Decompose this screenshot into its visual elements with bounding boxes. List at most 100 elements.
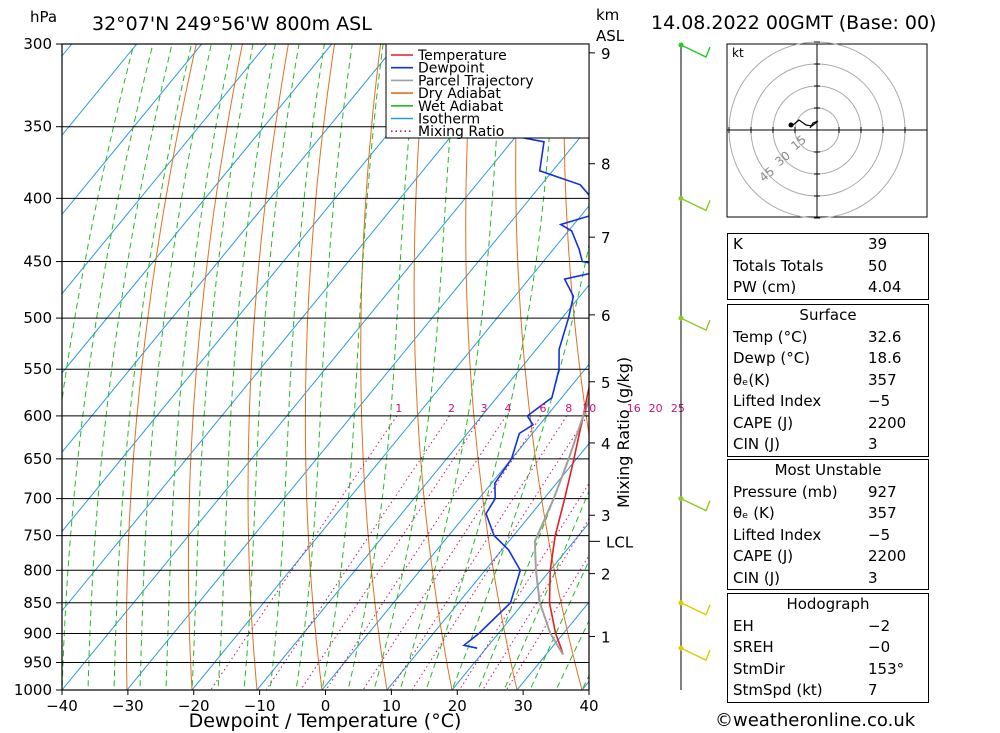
pressure-tick-label: 750 [23, 527, 52, 545]
mixing-ratio-line [210, 415, 398, 690]
isotherm-line [62, 44, 268, 295]
mixing-ratio-label: 2 [448, 402, 455, 415]
x-tick-label: 10 [382, 697, 401, 715]
wet-adiabat-line [87, 44, 173, 690]
mixing-ratio-label: 6 [540, 402, 547, 415]
legend-entry: Wet Adiabat [418, 99, 504, 115]
isotherm-line [62, 44, 138, 136]
wet-adiabat-line [217, 44, 276, 690]
surface-cin-label: CIN (J) [733, 435, 781, 453]
mixing-ratio-line [300, 415, 483, 690]
dry-adiabat-line [360, 44, 388, 690]
most-unstable-table: Most Unstable Pressure (mb) 927 θₑ (K) 357… [727, 459, 929, 590]
x-tick-label: −10 [244, 697, 276, 715]
km-tick-label: 1 [601, 628, 611, 646]
mixing-ratio-label: 16 [627, 402, 641, 415]
wind-profile [678, 42, 711, 690]
wet-adiabat-line [347, 44, 419, 690]
isotherm-line [451, 522, 589, 690]
wind-barb [680, 44, 711, 58]
wet-adiabat-line [62, 44, 135, 404]
wind-barb [680, 197, 711, 212]
wet-adiabat-line [321, 44, 384, 690]
pressure-tick-label: 300 [23, 35, 52, 53]
isotherm-line [62, 44, 203, 216]
surface-cape-label: CAPE (J) [733, 413, 794, 432]
wet-adiabat-line [373, 44, 458, 690]
indices-table: K 39 Totals Totals 50 PW (cm) 4.04 [727, 233, 929, 300]
isotherm-line [0, 44, 7, 690]
wet-adiabat-line [165, 44, 233, 690]
wet-adiabat-line [503, 489, 589, 690]
pressure-tick-label: 950 [23, 653, 52, 671]
surface-li-label: Lifted Index [733, 392, 822, 410]
dry-adiabat-line [125, 44, 197, 690]
mu-pressure-label: Pressure (mb) [733, 482, 838, 501]
dry-adiabat-line [304, 44, 336, 690]
km-tick-label: 5 [601, 374, 611, 392]
surface-li-value: −5 [868, 392, 891, 410]
wet-adiabat-line [243, 44, 300, 690]
isotherm-line [321, 363, 589, 690]
surface-temp-value: 32.6 [868, 327, 902, 346]
mu-thetae-label: θₑ (K) [733, 504, 775, 522]
x-tick-label: 40 [579, 697, 598, 715]
most-unstable-title: Most Unstable [774, 461, 882, 479]
pressure-tick-label: 400 [23, 189, 52, 207]
temperature-trace [548, 383, 589, 655]
hodograph-trace [792, 119, 819, 129]
surface-dewp-label: Dewp (°C) [733, 349, 811, 367]
surface-table: Surface Temp (°C) 32.6 Dewp (°C) 18.6 θₑ(K… [727, 304, 929, 457]
mixing-ratio-line [265, 415, 450, 690]
stmspd-value: 7 [868, 681, 878, 699]
km-tick-label: 6 [601, 307, 611, 325]
km-unit-label: km [596, 6, 619, 24]
mu-pressure-value: 927 [868, 482, 897, 501]
datetime-title: 14.08.2022 00GMT (Base: 00) [651, 12, 936, 34]
credit-footer: ©weatheronline.co.uk [715, 710, 916, 731]
hodograph-title: Hodograph [786, 595, 870, 613]
tt-label: Totals Totals [733, 256, 824, 275]
dewpoint-trace [462, 44, 589, 649]
wind-barb [680, 497, 711, 512]
pw-value: 4.04 [868, 278, 902, 296]
eh-value: −2 [868, 616, 891, 635]
pressure-tick-label: 700 [23, 490, 52, 508]
x-tick-label: 0 [321, 697, 331, 715]
isotherm-line [62, 44, 528, 612]
stmdir-label: StmDir [733, 659, 785, 678]
pressure-tick-label: 500 [23, 309, 52, 327]
surface-dewp-value: 18.6 [868, 349, 902, 367]
mu-cape-label: CAPE (J) [733, 547, 794, 565]
asl-label: ASL [596, 27, 625, 45]
sreh-label: SREH [733, 638, 774, 656]
mixing-ratio-label: 25 [671, 402, 685, 415]
isotherm-line [126, 125, 589, 690]
x-tick-label: −40 [46, 697, 78, 715]
surface-cape-value: 2200 [868, 413, 907, 432]
mixing-ratio-label: 1 [395, 402, 402, 415]
isotherm-line [62, 46, 589, 690]
legend-entry: Dewpoint [418, 61, 485, 77]
mu-cin-value: 3 [868, 568, 878, 587]
wet-adiabat-line [425, 44, 557, 690]
pressure-tick-label: 450 [23, 253, 52, 271]
surface-cin-value: 3 [868, 435, 878, 453]
x-tick-label: −30 [112, 697, 144, 715]
wind-barb [680, 317, 711, 332]
km-tick-label: 9 [601, 45, 611, 63]
wind-barb [680, 647, 711, 662]
pressure-tick-label: 850 [23, 594, 52, 612]
pressure-unit-label: hPa [30, 8, 57, 26]
k-value: 39 [868, 235, 888, 253]
sreh-value: −0 [868, 638, 891, 656]
wet-adiabat-line [113, 44, 193, 690]
tt-value: 50 [868, 256, 888, 275]
mixing-ratio-label: 20 [649, 402, 663, 415]
surface-title: Surface [799, 306, 857, 324]
wet-adiabat-line [269, 44, 325, 690]
isotherm-line [191, 205, 589, 690]
